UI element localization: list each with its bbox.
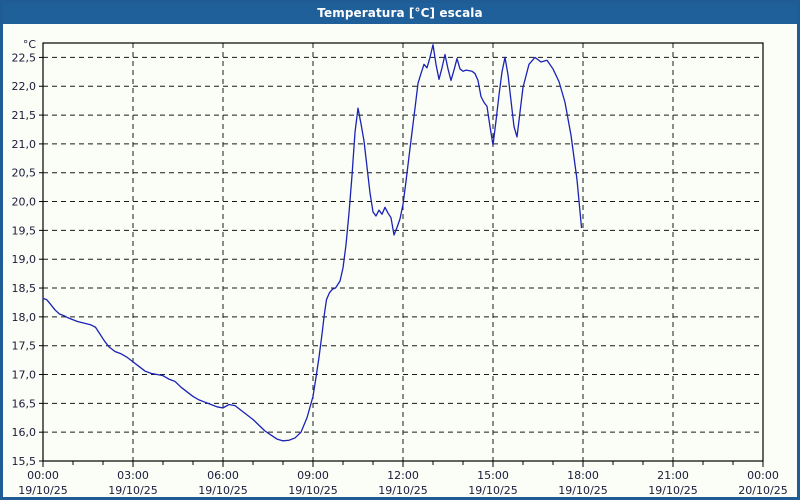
x-axis-date-label: 19/10/25 — [468, 484, 517, 497]
x-axis-time-label: 15:00 — [477, 469, 509, 482]
y-axis-tick-label: 20,0 — [12, 196, 37, 209]
y-axis-tick-label: 20,5 — [12, 167, 37, 180]
x-axis-date-label: 19/10/25 — [378, 484, 427, 497]
x-axis-date-label: 19/10/25 — [198, 484, 247, 497]
y-axis-tick-label: 18,0 — [12, 311, 37, 324]
y-axis-tick-label: 22,5 — [12, 51, 37, 64]
temperature-line-chart: 22,5 22,0 21,5 21,0 20,5 20,0 19,5 19,0 18,5 18,0… — [3, 24, 797, 497]
x-axis-time-label: 03:00 — [117, 469, 149, 482]
y-axis-tick-label: 19,5 — [12, 224, 37, 237]
y-axis-tick-label: 17,5 — [12, 340, 37, 353]
y-axis-tick-label: 16,5 — [12, 397, 37, 410]
x-axis-time-label: 06:00 — [207, 469, 239, 482]
y-axis-unit-label: °C — [23, 38, 37, 51]
y-axis-tick-label: 21,5 — [12, 109, 37, 122]
x-axis-date-label: 20/10/25 — [738, 484, 787, 497]
y-axis-tick-label: 17,0 — [12, 369, 37, 382]
page-title: Temperatura [°C] escala — [317, 6, 483, 20]
x-axis-date-label: 19/10/25 — [288, 484, 337, 497]
temperature-series-line — [42, 44, 583, 442]
x-axis-time-label: 12:00 — [387, 469, 419, 482]
y-axis-tick-label: 19,0 — [12, 253, 37, 266]
window-title-bar: Temperatura [°C] escala — [3, 3, 797, 24]
x-axis-date-label: 19/10/25 — [558, 484, 607, 497]
x-axis-date-label: 19/10/25 — [108, 484, 157, 497]
y-axis-tick-label: 18,5 — [12, 282, 37, 295]
x-axis-time-label: 00:00 — [747, 469, 779, 482]
vertical-gridlines — [132, 43, 674, 461]
x-axis-date-label: 19/10/25 — [648, 484, 697, 497]
y-axis-tick-label: 22,0 — [12, 80, 37, 93]
chart-background — [3, 24, 797, 497]
x-axis-time-label: 09:00 — [297, 469, 329, 482]
minor-tick-marks — [42, 461, 764, 467]
x-axis-time-label: 21:00 — [657, 469, 689, 482]
x-axis-time-label: 00:00 — [27, 469, 59, 482]
chart-canvas: 22,5 22,0 21,5 21,0 20,5 20,0 19,5 19,0 18,5 18,0… — [3, 24, 797, 497]
x-axis-labels: 00:00 19/10/25 03:00 19/10/25 06:00 19/10/25 0… — [18, 469, 787, 497]
y-axis-labels: 22,5 22,0 21,5 21,0 20,5 20,0 19,5 19,0 18,5 18,0… — [12, 51, 37, 468]
plot-area-frame — [42, 42, 764, 462]
y-axis-tick-label: 21,0 — [12, 138, 37, 151]
x-axis-time-label: 18:00 — [567, 469, 599, 482]
x-axis-date-label: 19/10/25 — [18, 484, 67, 497]
y-axis-tick-marks — [39, 56, 43, 462]
y-axis-tick-label: 16,0 — [12, 426, 37, 439]
y-axis-tick-label: 15,5 — [12, 455, 37, 468]
